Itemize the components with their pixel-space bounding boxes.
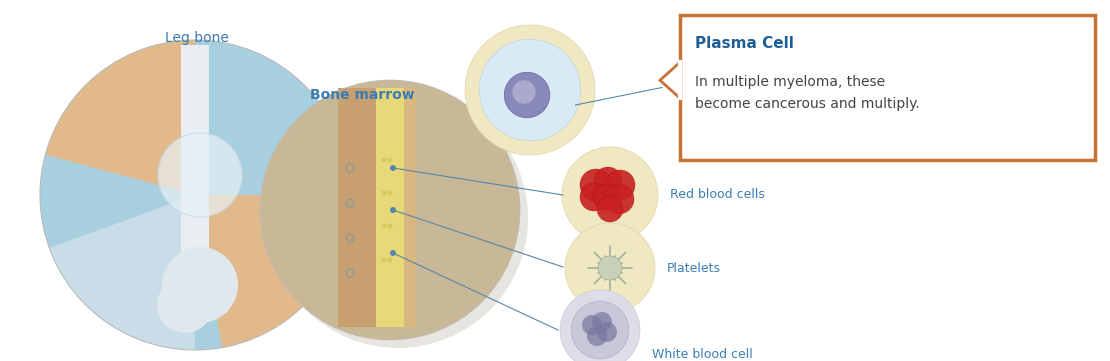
Circle shape (504, 72, 549, 118)
Circle shape (382, 223, 386, 229)
Circle shape (390, 165, 396, 171)
Circle shape (382, 257, 386, 262)
Circle shape (162, 247, 238, 323)
Circle shape (565, 223, 655, 313)
Circle shape (480, 39, 581, 141)
Wedge shape (40, 155, 222, 350)
Circle shape (157, 277, 213, 333)
Circle shape (561, 290, 640, 361)
FancyBboxPatch shape (680, 15, 1094, 160)
Circle shape (594, 167, 622, 195)
Circle shape (581, 169, 612, 201)
Text: Plasma Cell: Plasma Cell (695, 35, 794, 51)
Polygon shape (660, 62, 680, 98)
Circle shape (593, 184, 619, 210)
Circle shape (40, 40, 350, 350)
Circle shape (598, 256, 622, 280)
Circle shape (268, 88, 528, 348)
Circle shape (387, 223, 393, 229)
Text: Bone marrow: Bone marrow (310, 88, 415, 102)
Circle shape (604, 184, 634, 214)
Text: In multiple myeloma, these
become cancerous and multiply.: In multiple myeloma, these become cancer… (695, 75, 920, 111)
Circle shape (260, 80, 519, 340)
Bar (339, 88, 376, 327)
Circle shape (382, 191, 386, 196)
Circle shape (582, 315, 602, 335)
Circle shape (465, 25, 595, 155)
Circle shape (387, 157, 393, 162)
Text: Platelets: Platelets (667, 261, 722, 274)
Circle shape (387, 257, 393, 262)
Circle shape (158, 133, 242, 217)
Circle shape (382, 157, 386, 162)
Circle shape (587, 326, 607, 346)
Bar (404, 88, 416, 327)
Text: White blood cell: White blood cell (652, 348, 753, 361)
Circle shape (581, 183, 608, 211)
Text: Leg bone: Leg bone (165, 31, 229, 45)
Circle shape (597, 322, 617, 342)
Bar (181, 45, 209, 301)
Circle shape (592, 312, 612, 332)
Wedge shape (195, 40, 350, 195)
Circle shape (605, 170, 635, 200)
Circle shape (572, 301, 628, 359)
Circle shape (387, 191, 393, 196)
Circle shape (597, 196, 623, 222)
Circle shape (390, 207, 396, 213)
Circle shape (513, 80, 536, 104)
Text: Red blood cells: Red blood cells (670, 188, 765, 201)
Wedge shape (46, 40, 195, 195)
Bar (376, 88, 404, 327)
Wedge shape (168, 40, 350, 348)
Circle shape (562, 147, 658, 243)
Wedge shape (49, 195, 195, 350)
Circle shape (390, 250, 396, 256)
